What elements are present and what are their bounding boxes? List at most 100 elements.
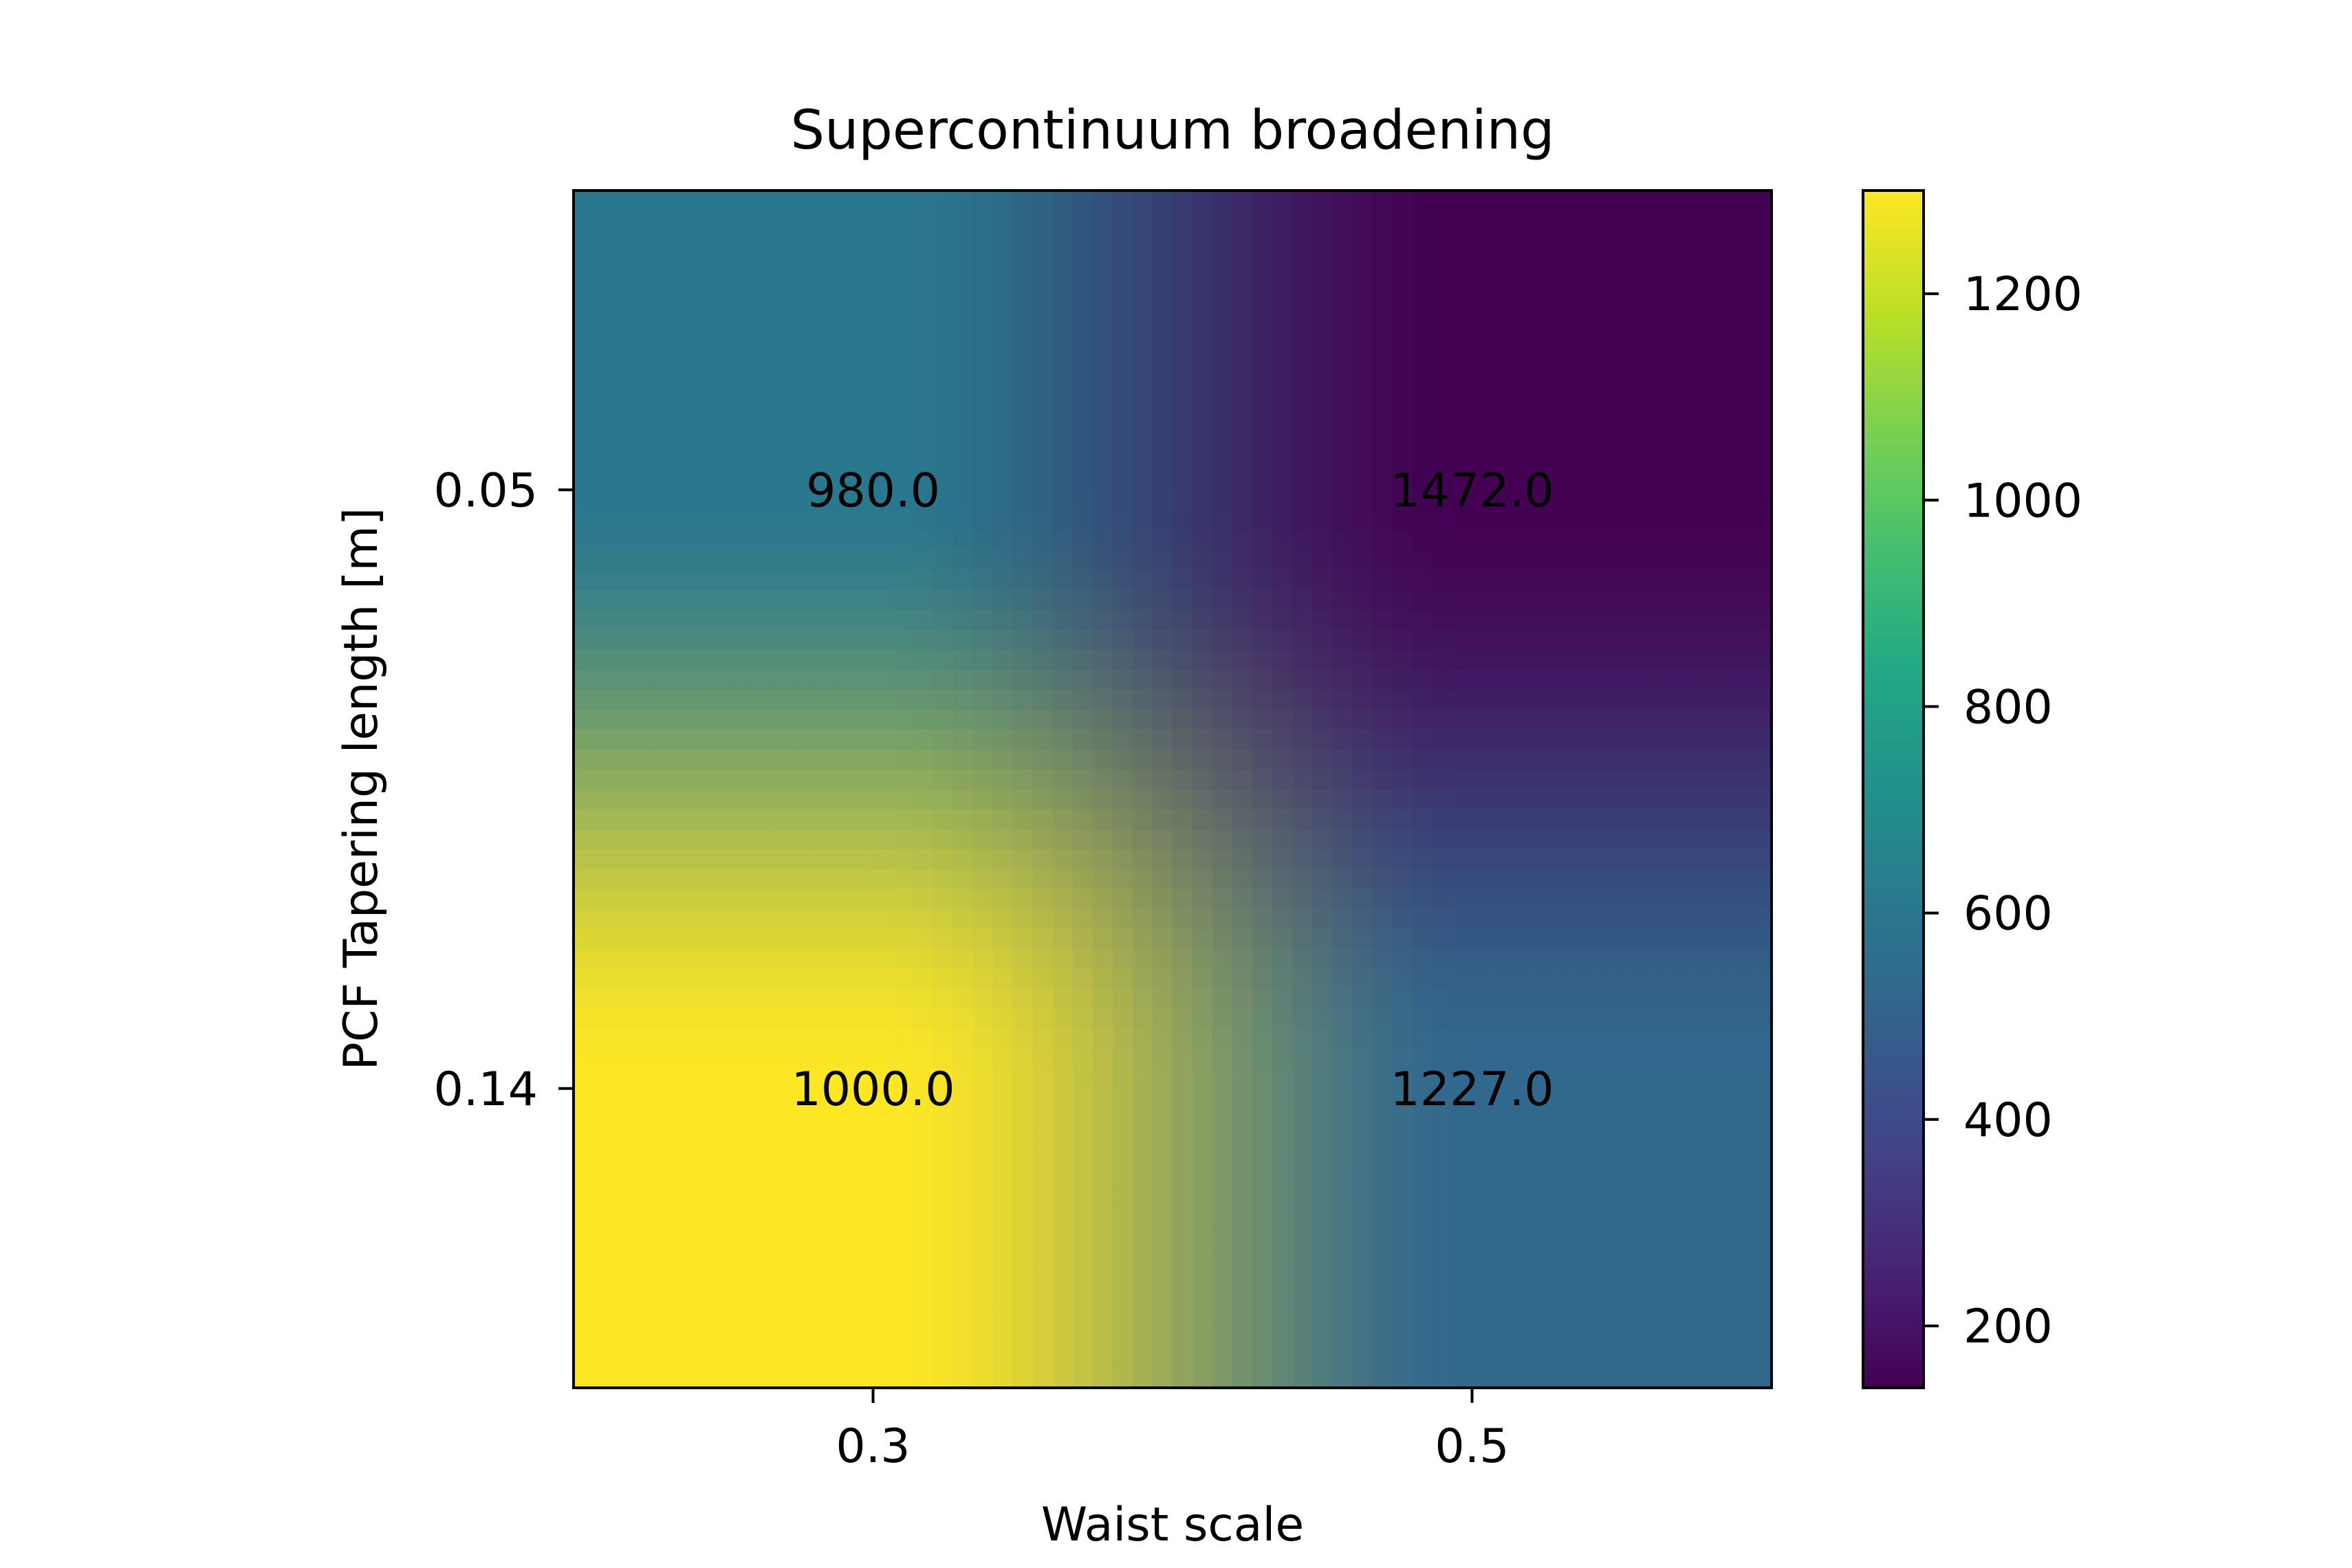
heatmap-pixel: [793, 1008, 814, 1030]
heatmap-pixel: [1232, 1088, 1253, 1109]
heatmap-pixel: [1571, 450, 1593, 471]
heatmap-pixel: [833, 430, 854, 451]
heatmap-pixel: [1072, 988, 1093, 1010]
heatmap-pixel: [893, 450, 914, 471]
heatmap-pixel: [753, 410, 774, 431]
heatmap-pixel: [753, 390, 774, 411]
heatmap-pixel: [653, 390, 674, 411]
heatmap-pixel: [1492, 1128, 1513, 1149]
heatmap-pixel: [1512, 749, 1533, 770]
heatmap-pixel: [1631, 470, 1653, 491]
heatmap-pixel: [1452, 270, 1473, 291]
heatmap-pixel: [1012, 1188, 1034, 1209]
heatmap-pixel: [594, 1168, 614, 1189]
heatmap-pixel: [1072, 749, 1093, 770]
heatmap-pixel: [1711, 410, 1732, 431]
heatmap-pixel: [1452, 210, 1473, 231]
heatmap-pixel: [693, 190, 715, 211]
heatmap-pixel: [1072, 1048, 1093, 1069]
heatmap-pixel: [613, 1048, 634, 1069]
heatmap-pixel: [1152, 1248, 1173, 1269]
heatmap-pixel: [693, 809, 715, 830]
heatmap-pixel: [1072, 1128, 1093, 1149]
heatmap-pixel: [574, 829, 594, 850]
heatmap-pixel: [673, 809, 694, 830]
heatmap-pixel: [1571, 629, 1593, 651]
heatmap-pixel: [1052, 1068, 1074, 1089]
heatmap-pixel: [1132, 1228, 1153, 1249]
heatmap-pixel: [633, 869, 654, 890]
heatmap-pixel: [653, 1048, 674, 1069]
heatmap-pixel: [613, 410, 634, 431]
heatmap-pixel: [992, 829, 1014, 850]
heatmap-pixel: [1372, 988, 1393, 1010]
heatmap-pixel: [1232, 988, 1253, 1010]
heatmap-pixel: [713, 1208, 734, 1229]
heatmap-pixel: [1551, 649, 1573, 671]
heatmap-pixel: [773, 549, 794, 571]
heatmap-pixel: [1052, 1088, 1074, 1109]
heatmap-pixel: [594, 889, 614, 910]
heatmap-pixel: [933, 270, 954, 291]
heatmap-pixel: [1551, 1128, 1573, 1149]
heatmap-pixel: [1232, 669, 1253, 690]
heatmap-pixel: [1611, 988, 1633, 1010]
heatmap-pixel: [1591, 210, 1613, 231]
heatmap-pixel: [813, 270, 834, 291]
heatmap-pixel: [1571, 749, 1593, 770]
heatmap-pixel: [873, 310, 894, 331]
heatmap-pixel: [1432, 230, 1453, 251]
heatmap-pixel: [1611, 709, 1633, 730]
heatmap-pixel: [1132, 530, 1153, 551]
heatmap-pixel: [1671, 1168, 1692, 1189]
heatmap-pixel: [1173, 1088, 1193, 1109]
heatmap-pixel: [693, 1188, 715, 1209]
heatmap-pixel: [1691, 1088, 1712, 1109]
heatmap-pixel: [1651, 729, 1673, 750]
heatmap-pixel: [1012, 310, 1034, 331]
heatmap-pixel: [613, 549, 634, 571]
heatmap-pixel: [1232, 1307, 1253, 1329]
heatmap-pixel: [1691, 1148, 1712, 1169]
heatmap-pixel: [1611, 609, 1633, 631]
heatmap-pixel: [1212, 968, 1233, 990]
heatmap-pixel: [733, 1168, 754, 1189]
heatmap-pixel: [633, 889, 654, 910]
heatmap-pixel: [1292, 729, 1314, 750]
heatmap-pixel: [1551, 1148, 1573, 1169]
heatmap-pixel: [933, 988, 954, 1010]
heatmap-pixel: [1591, 1068, 1613, 1089]
heatmap-pixel: [1671, 1148, 1692, 1169]
heatmap-pixel: [1052, 789, 1074, 810]
heatmap-pixel: [753, 1367, 774, 1388]
heatmap-pixel: [1152, 1228, 1173, 1249]
heatmap-pixel: [574, 729, 594, 750]
heatmap-pixel: [1671, 350, 1692, 371]
heatmap-pixel: [1452, 1367, 1473, 1388]
heatmap-pixel: [1472, 749, 1493, 770]
heatmap-pixel: [1472, 250, 1493, 271]
heatmap-pixel: [693, 450, 715, 471]
heatmap-pixel: [813, 510, 834, 531]
heatmap-pixel: [1492, 1188, 1513, 1209]
heatmap-pixel: [1392, 948, 1413, 970]
heatmap-pixel: [1072, 829, 1093, 850]
heatmap-pixel: [1052, 230, 1074, 251]
heatmap-pixel: [853, 928, 874, 950]
heatmap-pixel: [1731, 1168, 1752, 1189]
heatmap-pixel: [873, 1108, 894, 1129]
heatmap-pixel: [1232, 948, 1253, 970]
heatmap-pixel: [992, 1347, 1014, 1369]
heatmap-pixel: [753, 1128, 774, 1149]
heatmap-pixel: [1173, 1068, 1193, 1089]
heatmap-pixel: [1132, 1128, 1153, 1149]
heatmap-pixel: [653, 190, 674, 211]
heatmap-pixel: [853, 290, 874, 311]
heatmap-pixel: [893, 569, 914, 591]
heatmap-pixel: [1651, 350, 1673, 371]
heatmap-pixel: [992, 649, 1014, 671]
heatmap-pixel: [1312, 1267, 1333, 1289]
heatmap-pixel: [1412, 549, 1433, 571]
heatmap-pixel: [1152, 530, 1173, 551]
heatmap-pixel: [1691, 1327, 1712, 1349]
